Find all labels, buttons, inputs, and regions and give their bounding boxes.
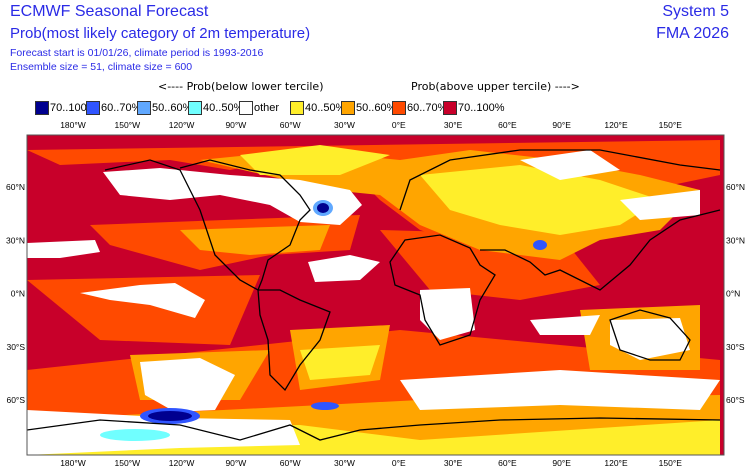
north-america-coast — [104, 159, 311, 291]
legend-item: other — [239, 101, 290, 115]
period-label: FMA 2026 — [656, 25, 729, 42]
lat-label: 0°N — [726, 289, 740, 299]
legend-label: 40..50% — [305, 102, 346, 114]
lon-label: 60°W — [280, 120, 301, 130]
legend-item: 60..70% — [392, 101, 447, 115]
eurasia-coast — [399, 149, 721, 291]
legend-swatch — [188, 101, 202, 115]
lat-label: 30°N — [726, 235, 745, 245]
lon-label: 0°E — [392, 458, 406, 468]
legend-label: 50..60% — [152, 102, 193, 114]
lon-label: 90°W — [225, 120, 246, 130]
lon-label: 120°E — [604, 458, 628, 468]
legend-swatch — [35, 101, 49, 115]
lon-label: 30°E — [444, 458, 463, 468]
lat-label: 60°S — [6, 395, 25, 405]
legend-swatch — [239, 101, 253, 115]
forecast-info: Forecast start is 01/01/26, climate peri… — [10, 47, 264, 59]
legend-label: 40..50% — [203, 102, 244, 114]
legend: 70..100% 60..70% 50..60% 40..50% other 40..50… — [35, 101, 504, 115]
africa-coast — [389, 234, 496, 346]
legend-item: 50..60% — [137, 101, 192, 115]
title: ECMWF Seasonal Forecast — [10, 3, 209, 20]
legend-item: 40..50% — [290, 101, 345, 115]
legend-label: 50..60% — [356, 102, 397, 114]
lon-label: 90°E — [552, 458, 571, 468]
legend-item: 70..100% — [443, 101, 504, 115]
lat-label: 60°S — [726, 395, 745, 405]
legend-label: 60..70% — [407, 102, 448, 114]
lon-label: 30°W — [334, 458, 355, 468]
antarctica-coast — [27, 417, 721, 441]
legend-item: 40..50% — [188, 101, 243, 115]
legend-swatch — [86, 101, 100, 115]
legend-item: 50..60% — [341, 101, 396, 115]
lon-label: 30°E — [444, 120, 463, 130]
lon-label: 120°W — [169, 458, 195, 468]
system-label: System 5 — [662, 3, 729, 20]
australia-coast — [609, 309, 691, 361]
below-regions — [100, 200, 547, 441]
forecast-map: 180°W 180°W 150°W 150°W 120°W 120°W 90°W 90°W 60… — [6, 120, 745, 468]
legend-label: 70..100% — [50, 102, 97, 114]
ensemble-info: Ensemble size = 51, climate size = 600 — [10, 61, 193, 73]
legend-item: 60..70% — [86, 101, 141, 115]
legend-above-label: Prob(above upper tercile) ----> — [411, 80, 580, 93]
legend-below-label: <---- Prob(below lower tercile) — [158, 80, 324, 93]
lon-label: 90°W — [225, 458, 246, 468]
lon-label: 0°E — [392, 120, 406, 130]
lon-label: 30°W — [334, 120, 355, 130]
south-america-coast — [257, 289, 331, 392]
lat-label: 30°S — [6, 342, 25, 352]
legend-swatch — [137, 101, 151, 115]
lat-label: 0°N — [11, 289, 25, 299]
lon-label: 150°E — [659, 458, 683, 468]
lon-label: 150°W — [114, 458, 140, 468]
lon-label: 60°E — [498, 120, 517, 130]
lon-label: 120°W — [169, 120, 195, 130]
lat-label: 30°S — [726, 342, 745, 352]
legend-swatch — [392, 101, 406, 115]
lon-label: 150°W — [114, 120, 140, 130]
lon-label: 90°E — [552, 120, 571, 130]
lon-label: 60°W — [280, 458, 301, 468]
lon-label: 180°W — [60, 120, 86, 130]
legend-swatch — [341, 101, 355, 115]
lon-label: 150°E — [659, 120, 683, 130]
legend-item: 70..100% — [35, 101, 96, 115]
legend-label: 70..100% — [458, 102, 505, 114]
map-frame — [26, 134, 725, 456]
legend-swatch — [290, 101, 304, 115]
coastlines — [27, 149, 721, 441]
lon-label: 60°E — [498, 458, 517, 468]
lon-label: 180°W — [60, 458, 86, 468]
legend-label: 60..70% — [101, 102, 142, 114]
lat-label: 60°N — [6, 182, 25, 192]
subtitle: Prob(most likely category of 2m temperat… — [10, 25, 311, 42]
legend-swatch — [443, 101, 457, 115]
legend-label: other — [254, 102, 280, 114]
lat-label: 30°N — [6, 235, 25, 245]
lon-label: 120°E — [604, 120, 628, 130]
lat-label: 60°N — [726, 182, 745, 192]
